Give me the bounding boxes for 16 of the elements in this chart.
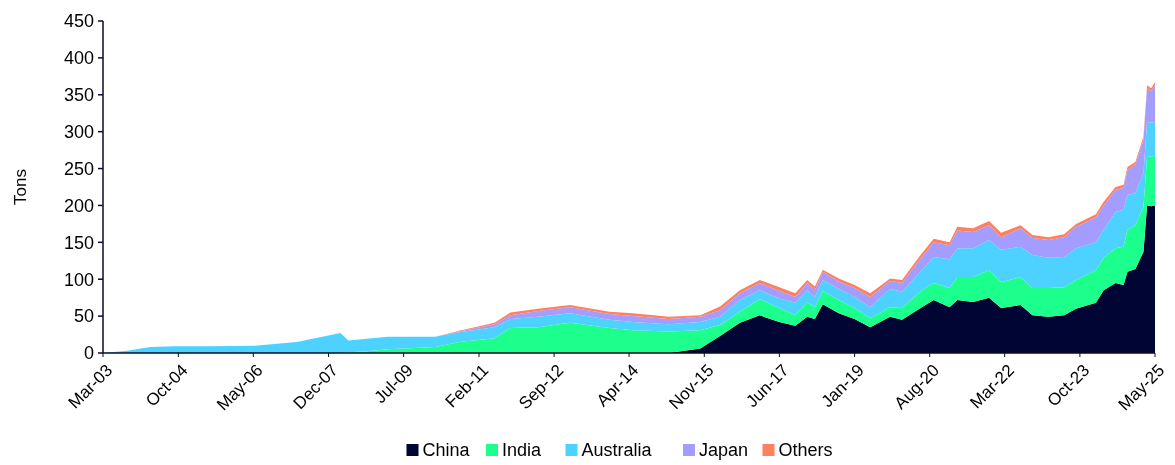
legend-label: China	[422, 440, 471, 461]
y-axis-title: Tons	[11, 169, 30, 205]
legend-label: Australia	[581, 440, 653, 461]
y-tick-label: 200	[63, 195, 94, 216]
y-tick-label: 100	[63, 269, 94, 290]
y-tick-label: 250	[63, 158, 94, 179]
y-tick-label: 300	[63, 121, 94, 142]
legend-label: Others	[778, 440, 833, 461]
y-tick-label: 50	[73, 306, 94, 327]
legend-label: India	[502, 440, 543, 461]
y-tick-label: 0	[83, 343, 94, 364]
legend-label: Japan	[699, 440, 749, 461]
y-tick-label: 150	[63, 232, 94, 253]
y-tick-label: 400	[63, 48, 94, 69]
y-tick-label: 450	[63, 11, 94, 32]
y-tick-label: 350	[63, 85, 94, 106]
